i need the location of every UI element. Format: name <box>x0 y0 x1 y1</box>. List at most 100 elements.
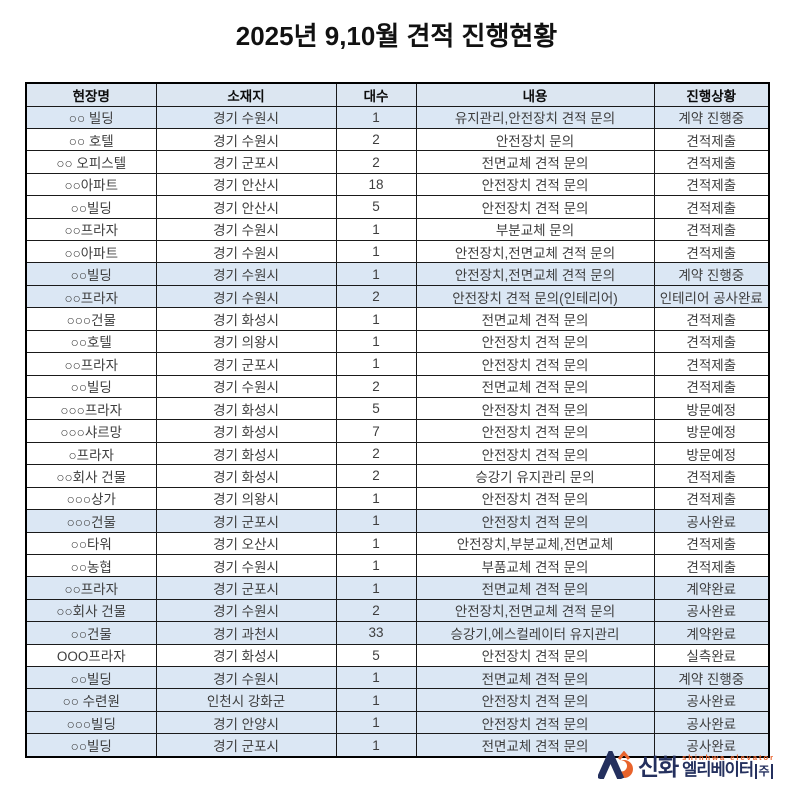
cell-status: 견적제출 <box>653 150 770 174</box>
cell-location: 경기 수원시 <box>155 105 337 129</box>
cell-content: 안전장치 문의 <box>415 127 655 152</box>
cell-location: 경기 수원시 <box>155 553 337 578</box>
cell-site: ○○프라자 <box>25 352 157 376</box>
company-logo: 신화 shinhwa elevator 엘리베이터 주 <box>597 751 775 780</box>
cell-location: 경기 안산시 <box>155 195 337 219</box>
cell-status: 공사완료 <box>653 710 770 735</box>
cell-location: 경기 화성시 <box>155 464 337 488</box>
cell-location: 경기 화성시 <box>155 441 337 466</box>
header-units: 대수 <box>335 82 417 107</box>
quote-table-body: ○○ 빌딩 경기 수원시 1 유지관리,안전장치 견적 문의 계약 진행중 ○○… <box>25 105 770 758</box>
cell-location: 경기 군포시 <box>155 150 337 174</box>
cell-location: 경기 과천시 <box>155 621 337 645</box>
cell-status: 계약완료 <box>653 621 770 645</box>
cell-units: 1 <box>335 710 417 735</box>
table-row: ○○회사 건물 경기 수원시 2 안전장치,전면교체 견적 문의 공사완료 <box>25 598 770 623</box>
cell-content: 전면교체 견적 문의 <box>415 576 655 600</box>
cell-status: 인테리어 공사완료 <box>653 284 770 309</box>
cell-units: 1 <box>335 576 417 600</box>
cell-status: 공사완료 <box>653 598 770 623</box>
cell-site: ○○프라자 <box>25 217 157 242</box>
cell-units: 1 <box>335 329 417 354</box>
cell-content: 안전장치 견적 문의 <box>415 710 655 735</box>
cell-site: ○○호텔 <box>25 329 157 354</box>
cell-content: 안전장치,전면교체 견적 문의 <box>415 240 655 264</box>
cell-location: 인천시 강화군 <box>155 688 337 712</box>
cell-content: 안전장치 견적 문의 <box>415 352 655 376</box>
cell-site: ○○회사 건물 <box>25 464 157 488</box>
cell-status: 실측완료 <box>653 643 770 668</box>
cell-site: ○○농협 <box>25 553 157 578</box>
header-site: 현장명 <box>25 82 157 107</box>
cell-content: 전면교체 견적 문의 <box>415 374 655 398</box>
cell-status: 계약 진행중 <box>653 666 770 690</box>
table-row: ○○ 오피스텔 경기 군포시 2 전면교체 견적 문의 견적제출 <box>25 150 770 174</box>
cell-units: 5 <box>335 396 417 421</box>
cell-location: 경기 오산시 <box>155 531 337 555</box>
table-row: ○○타워 경기 오산시 1 안전장치,부분교체,전면교체 견적제출 <box>25 531 770 555</box>
cell-units: 7 <box>335 419 417 443</box>
cell-content: 전면교체 견적 문의 <box>415 666 655 690</box>
table-row: ○○프라자 경기 군포시 1 전면교체 견적 문의 계약완료 <box>25 576 770 600</box>
cell-site: ○○빌딩 <box>25 374 157 398</box>
cell-status: 견적제출 <box>653 531 770 555</box>
cell-units: 1 <box>335 307 417 331</box>
table-row: ○○건물 경기 과천시 33 승강기,에스컬레이터 유지관리 계약완료 <box>25 621 770 645</box>
cell-status: 방문예정 <box>653 441 770 466</box>
cell-units: 2 <box>335 284 417 309</box>
cell-site: ○○○빌딩 <box>25 710 157 735</box>
cell-units: 1 <box>335 240 417 264</box>
cell-units: 1 <box>335 352 417 376</box>
table-row: ○○빌딩 경기 수원시 2 전면교체 견적 문의 견적제출 <box>25 374 770 398</box>
cell-site: ○○타워 <box>25 531 157 555</box>
mountain-sun-logo-icon <box>597 751 633 779</box>
cell-status: 공사완료 <box>653 509 770 533</box>
cell-site: ○○ 오피스텔 <box>25 150 157 174</box>
cell-units: 1 <box>335 217 417 242</box>
cell-units: 2 <box>335 374 417 398</box>
cell-site: OOO프라자 <box>25 643 157 668</box>
table-row: ○○빌딩 경기 안산시 5 안전장치 견적 문의 견적제출 <box>25 195 770 219</box>
cell-status: 견적제출 <box>653 464 770 488</box>
table-row: ○○호텔 경기 의왕시 1 안전장치 견적 문의 견적제출 <box>25 329 770 354</box>
table-row: ○○○상가 경기 의왕시 1 안전장치 견적 문의 견적제출 <box>25 486 770 511</box>
cell-location: 경기 화성시 <box>155 419 337 443</box>
cell-units: 33 <box>335 621 417 645</box>
cell-status: 공사완료 <box>653 733 770 758</box>
cell-status: 방문예정 <box>653 396 770 421</box>
cell-location: 경기 화성시 <box>155 643 337 668</box>
cell-location: 경기 군포시 <box>155 352 337 376</box>
cell-content: 안전장치,부분교체,전면교체 <box>415 531 655 555</box>
table-row: ○○프라자 경기 군포시 1 안전장치 견적 문의 견적제출 <box>25 352 770 376</box>
cell-location: 경기 의왕시 <box>155 486 337 511</box>
cell-content: 안전장치 견적 문의 <box>415 396 655 421</box>
cell-content: 안전장치 견적 문의 <box>415 329 655 354</box>
cell-content: 안전장치 견적 문의 <box>415 172 655 197</box>
quote-progress-table: 현장명 소재지 대수 내용 진행상황 ○○ 빌딩 경기 수원시 1 유지관리,안… <box>25 82 770 758</box>
cell-status: 계약완료 <box>653 576 770 600</box>
header-status: 진행상황 <box>653 82 770 107</box>
cell-content: 승강기 유지관리 문의 <box>415 464 655 488</box>
cell-site: ○○ 수련원 <box>25 688 157 712</box>
cell-location: 경기 안산시 <box>155 172 337 197</box>
cell-site: ○○빌딩 <box>25 733 157 758</box>
cell-status: 견적제출 <box>653 240 770 264</box>
cell-content: 전면교체 견적 문의 <box>415 307 655 331</box>
cell-site: ○○프라자 <box>25 284 157 309</box>
table-row: ○○○샤르망 경기 화성시 7 안전장치 견적 문의 방문예정 <box>25 419 770 443</box>
cell-location: 경기 화성시 <box>155 396 337 421</box>
cell-status: 견적제출 <box>653 195 770 219</box>
cell-units: 1 <box>335 262 417 286</box>
cell-status: 견적제출 <box>653 172 770 197</box>
cell-content: 유지관리,안전장치 견적 문의 <box>415 105 655 129</box>
cell-status: 견적제출 <box>653 329 770 354</box>
cell-status: 견적제출 <box>653 352 770 376</box>
cell-site: ○○빌딩 <box>25 195 157 219</box>
table-row: OOO프라자 경기 화성시 5 안전장치 견적 문의 실측완료 <box>25 643 770 668</box>
cell-site: ○○○상가 <box>25 486 157 511</box>
logo-brand-main: 신화 <box>637 754 679 780</box>
table-row: ○○○프라자 경기 화성시 5 안전장치 견적 문의 방문예정 <box>25 396 770 421</box>
cell-content: 안전장치 견적 문의 <box>415 509 655 533</box>
cell-units: 1 <box>335 666 417 690</box>
